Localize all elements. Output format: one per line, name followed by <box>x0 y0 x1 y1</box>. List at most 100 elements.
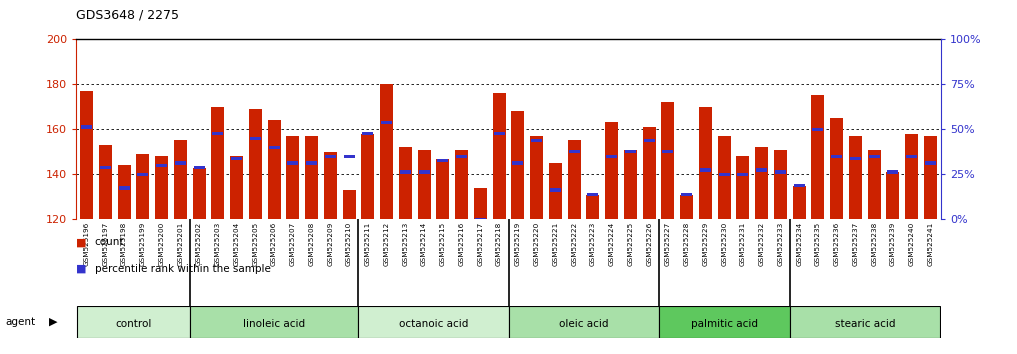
Bar <box>887 172 899 219</box>
Text: ■: ■ <box>76 264 86 274</box>
Bar <box>456 155 467 158</box>
Text: GSM525197: GSM525197 <box>103 222 109 266</box>
Bar <box>418 149 430 219</box>
Bar <box>249 109 262 219</box>
Text: GSM525241: GSM525241 <box>928 222 934 266</box>
Bar <box>549 163 562 219</box>
Text: GSM525196: GSM525196 <box>83 222 89 266</box>
Bar <box>869 155 880 158</box>
Text: GSM525210: GSM525210 <box>346 222 352 266</box>
Bar <box>623 149 637 219</box>
Bar <box>323 152 337 219</box>
Text: GSM525208: GSM525208 <box>308 222 314 266</box>
Bar <box>156 164 167 167</box>
Bar <box>736 156 750 219</box>
Bar <box>644 139 655 142</box>
FancyBboxPatch shape <box>508 306 659 338</box>
Bar <box>906 155 917 158</box>
Bar <box>250 137 261 140</box>
Bar <box>344 155 355 158</box>
Bar <box>737 173 749 176</box>
Bar <box>923 136 937 219</box>
Text: GSM525200: GSM525200 <box>159 222 165 266</box>
Bar <box>719 173 730 176</box>
Bar <box>850 157 861 160</box>
Bar <box>887 170 898 174</box>
Bar <box>118 165 130 219</box>
Bar <box>755 147 768 219</box>
Text: GSM525223: GSM525223 <box>590 222 596 266</box>
Bar <box>831 155 842 158</box>
Text: GSM525235: GSM525235 <box>815 222 821 266</box>
Text: palmitic acid: palmitic acid <box>691 319 758 329</box>
Bar <box>680 195 694 219</box>
Text: octanoic acid: octanoic acid <box>399 319 468 329</box>
Bar <box>362 132 373 136</box>
Bar <box>700 168 711 172</box>
Text: GSM525198: GSM525198 <box>121 222 127 266</box>
Text: GSM525225: GSM525225 <box>627 222 634 266</box>
Text: GDS3648 / 2275: GDS3648 / 2275 <box>76 9 179 22</box>
Bar <box>587 195 599 219</box>
Bar <box>606 155 617 158</box>
Bar <box>305 136 318 219</box>
Text: ▶: ▶ <box>49 317 57 327</box>
Text: GSM525204: GSM525204 <box>234 222 240 266</box>
Bar <box>699 107 712 219</box>
Text: GSM525206: GSM525206 <box>272 222 277 266</box>
Text: GSM525199: GSM525199 <box>140 222 145 266</box>
Bar <box>192 167 205 219</box>
Text: GSM525217: GSM525217 <box>477 222 483 266</box>
Bar <box>662 150 673 154</box>
Text: GSM525224: GSM525224 <box>608 222 614 266</box>
Text: GSM525239: GSM525239 <box>890 222 896 266</box>
Text: count: count <box>95 237 124 247</box>
Bar <box>812 95 825 219</box>
Bar <box>493 132 504 136</box>
Bar <box>174 141 187 219</box>
Bar <box>756 168 767 172</box>
Bar <box>905 134 918 219</box>
Bar <box>643 127 656 219</box>
Text: GSM525205: GSM525205 <box>252 222 258 266</box>
Bar <box>419 170 430 174</box>
Bar <box>436 159 450 219</box>
Text: GSM525226: GSM525226 <box>646 222 652 266</box>
Bar <box>849 136 862 219</box>
Bar <box>175 161 186 165</box>
Text: GSM525231: GSM525231 <box>740 222 745 266</box>
Text: GSM525211: GSM525211 <box>365 222 371 266</box>
Text: GSM525201: GSM525201 <box>177 222 183 266</box>
Bar <box>343 190 356 219</box>
Text: GSM525219: GSM525219 <box>515 222 521 266</box>
Bar <box>361 134 374 219</box>
Bar <box>267 120 281 219</box>
Bar <box>530 136 543 219</box>
Bar <box>624 150 636 154</box>
FancyBboxPatch shape <box>190 306 358 338</box>
Bar <box>324 155 336 158</box>
Text: GSM525232: GSM525232 <box>759 222 765 266</box>
Bar <box>513 161 524 165</box>
Bar <box>681 193 693 196</box>
Text: GSM525227: GSM525227 <box>665 222 671 266</box>
Bar <box>792 185 805 219</box>
Text: GSM525215: GSM525215 <box>440 222 445 266</box>
Bar <box>99 145 112 219</box>
Bar <box>136 154 149 219</box>
Bar <box>287 136 299 219</box>
FancyBboxPatch shape <box>659 306 790 338</box>
Text: GSM525214: GSM525214 <box>421 222 427 266</box>
Bar <box>531 139 542 142</box>
Text: GSM525234: GSM525234 <box>796 222 802 266</box>
FancyBboxPatch shape <box>358 306 508 338</box>
FancyBboxPatch shape <box>77 306 190 338</box>
Bar <box>587 193 598 196</box>
Bar <box>212 107 225 219</box>
Text: GSM525229: GSM525229 <box>703 222 709 266</box>
Bar <box>380 84 394 219</box>
Text: GSM525237: GSM525237 <box>852 222 858 266</box>
Bar <box>718 136 730 219</box>
Bar <box>550 188 561 192</box>
Bar <box>119 186 130 190</box>
